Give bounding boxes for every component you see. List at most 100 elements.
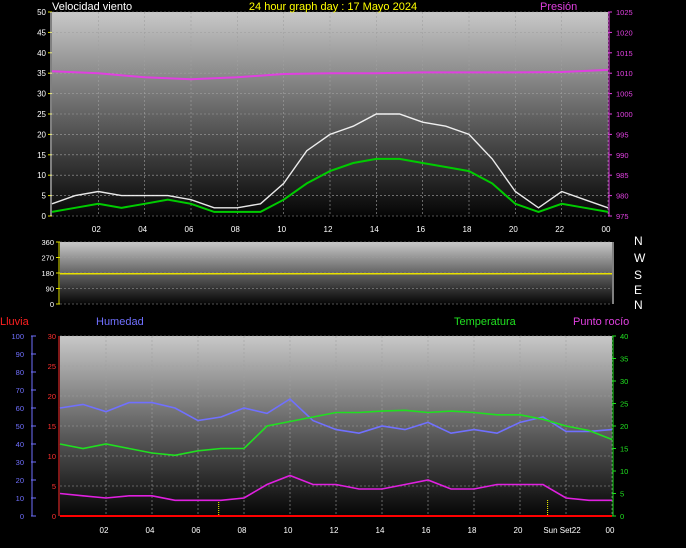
pressure-tick-label: 980	[616, 192, 629, 201]
rain-tick-label: 30	[48, 332, 56, 341]
wind-x-tick-label: 16	[416, 225, 425, 234]
sunset-x-tick-label: Sun Set22	[543, 526, 581, 535]
compass-letter: S	[634, 268, 642, 282]
humidity-tick-label: 70	[16, 386, 24, 395]
rain-tick-label: 10	[48, 452, 56, 461]
wind-x-tick-label: 10	[277, 225, 286, 234]
humidity-tick-label: 10	[16, 494, 24, 503]
pressure-tick-label: 1025	[616, 8, 633, 17]
dewpoint-label: Punto rocío	[573, 316, 629, 328]
climate-x-tick-label: 10	[284, 526, 293, 535]
humidity-tick-label: 90	[16, 350, 24, 359]
temperature-tick-label: 35	[620, 355, 628, 364]
wind-speed-label: Velocidad viento	[52, 1, 132, 13]
wind-x-tick-label: 00	[602, 225, 611, 234]
humidity-tick-label: 80	[16, 368, 24, 377]
rain-label: Lluvia	[0, 316, 30, 328]
climate-x-tick-label: 04	[146, 526, 155, 535]
axes: 0510152025303540455097598098599099510001…	[11, 8, 632, 535]
wind-x-tick-label: 04	[138, 225, 147, 234]
wind-x-tick-label: 14	[370, 225, 379, 234]
humidity-label: Humedad	[96, 316, 144, 328]
direction-tick-label: 270	[41, 254, 54, 263]
climate-x-tick-label: 14	[376, 526, 385, 535]
wind-tick-label: 0	[42, 212, 47, 221]
rain-tick-label: 25	[48, 362, 56, 371]
wind-x-tick-label: 12	[324, 225, 333, 234]
humidity-tick-label: 50	[16, 422, 24, 431]
pressure-tick-label: 975	[616, 212, 629, 221]
pressure-line	[51, 68, 609, 81]
wind-tick-label: 15	[37, 151, 46, 160]
temperature-label: Temperatura	[454, 316, 517, 328]
climate-x-tick-label: 08	[238, 526, 247, 535]
climate-x-tick-label: 00	[606, 526, 615, 535]
compass-letter: N	[634, 234, 643, 248]
wind-x-tick-label: 06	[185, 225, 194, 234]
compass-letter: W	[634, 251, 646, 265]
climate-x-tick-label: 06	[192, 526, 201, 535]
compass-letter: N	[634, 298, 643, 312]
pressure-tick-label: 1000	[616, 110, 633, 119]
rain-tick-label: 5	[52, 482, 56, 491]
temperature-tick-label: 0	[620, 512, 624, 521]
chart-marks	[51, 68, 613, 517]
temperature-tick-label: 15	[620, 445, 628, 454]
pressure-tick-label: 1015	[616, 49, 633, 58]
wind-x-tick-label: 02	[92, 225, 101, 234]
chart-title: 24 hour graph day : 17 Mayo 2024	[249, 1, 417, 13]
dewpoint-line	[59, 474, 612, 502]
humidity-line	[59, 397, 613, 435]
pressure-tick-label: 1020	[616, 28, 633, 37]
wind-gust-line	[51, 113, 609, 209]
climate-x-tick-label: 16	[422, 526, 431, 535]
climate-x-tick-label: 12	[330, 526, 339, 535]
humidity-tick-label: 20	[16, 476, 24, 485]
climate-x-tick-label: 20	[514, 526, 523, 535]
climate-x-tick-label: 02	[100, 526, 109, 535]
humidity-tick-label: 0	[20, 512, 24, 521]
wind-tick-label: 40	[37, 49, 46, 58]
wind-tick-label: 30	[37, 90, 46, 99]
temperature-tick-label: 25	[620, 400, 628, 409]
rain-tick-label: 20	[48, 392, 56, 401]
direction-tick-label: 0	[50, 300, 54, 309]
humidity-tick-label: 40	[16, 440, 24, 449]
temperature-line	[59, 409, 613, 457]
wind-tick-label: 10	[37, 171, 46, 180]
wind-tick-label: 50	[37, 8, 46, 17]
pressure-tick-label: 1005	[616, 90, 633, 99]
pressure-tick-label: 995	[616, 130, 629, 139]
temperature-tick-label: 20	[620, 422, 628, 431]
wind-speed-line	[51, 157, 609, 213]
temperature-tick-label: 40	[620, 332, 628, 341]
wind-x-tick-label: 08	[231, 225, 240, 234]
temperature-tick-label: 5	[620, 490, 624, 499]
humidity-tick-label: 30	[16, 458, 24, 467]
rain-tick-label: 15	[48, 422, 56, 431]
direction-tick-label: 90	[46, 285, 54, 294]
pressure-tick-label: 985	[616, 171, 629, 180]
climate-x-tick-label: 18	[468, 526, 477, 535]
humidity-tick-label: 60	[16, 404, 24, 413]
wind-tick-label: 35	[37, 69, 46, 78]
direction-tick-label: 180	[41, 269, 54, 278]
pressure-label: Presión	[540, 1, 577, 13]
temperature-tick-label: 30	[620, 377, 628, 386]
wind-tick-label: 20	[37, 130, 46, 139]
wind-tick-label: 5	[42, 192, 47, 201]
rain-tick-label: 0	[52, 512, 56, 521]
wind-x-tick-label: 18	[463, 225, 472, 234]
direction-tick-label: 360	[41, 238, 54, 247]
wind-tick-label: 45	[37, 28, 46, 37]
wind-x-tick-label: 20	[509, 225, 518, 234]
pressure-tick-label: 990	[616, 151, 629, 160]
pressure-tick-label: 1010	[616, 69, 633, 78]
temperature-tick-label: 10	[620, 467, 628, 476]
compass-letter: E	[634, 283, 642, 297]
humidity-tick-label: 100	[11, 332, 24, 341]
wind-x-tick-label: 22	[555, 225, 564, 234]
wind-tick-label: 25	[37, 110, 46, 119]
